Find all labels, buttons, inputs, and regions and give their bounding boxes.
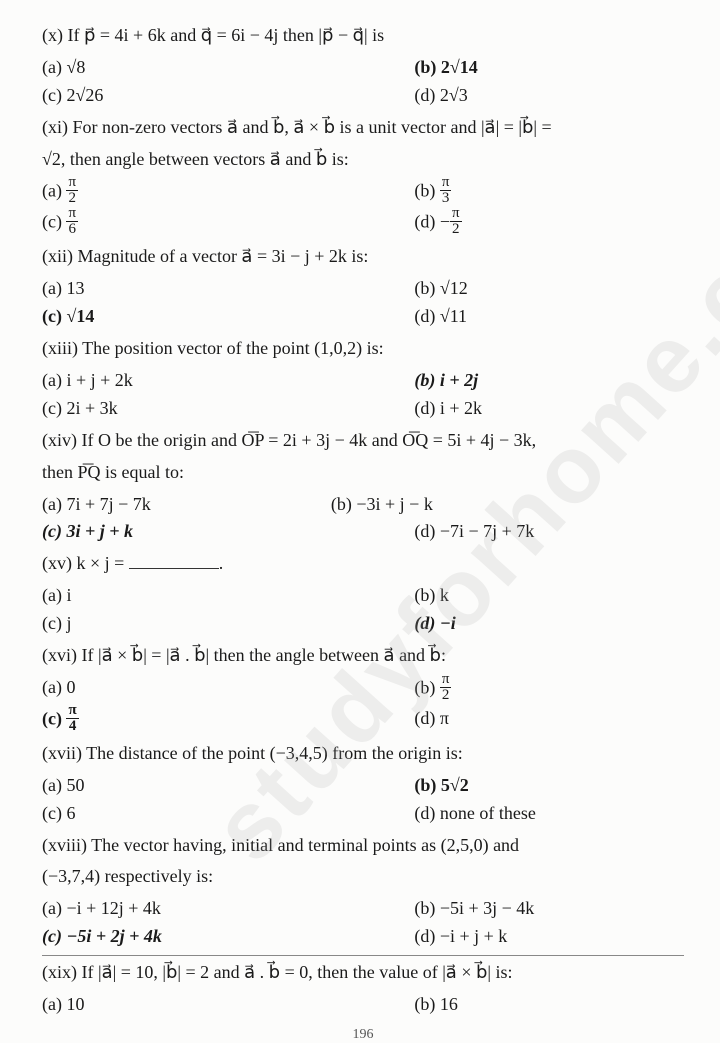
frac-icon: π4 [66, 703, 78, 734]
frac-icon: π3 [440, 175, 452, 206]
opt-xvii-a: (a) 50 [42, 772, 414, 800]
opt-xv-d: (d) −i [414, 610, 684, 638]
opt-x-c: (c) 2√26 [42, 82, 414, 110]
opt-xi-b: (b) π3 [414, 177, 684, 208]
opt-xvii-b: (b) 5√2 [414, 772, 684, 800]
options-x: (a) √8 (b) 2√14 (c) 2√26 (d) 2√3 [42, 54, 684, 110]
question-xiv-l2: then P͞Q is equal to: [42, 459, 684, 487]
options-xv: (a) i (b) k (c) j (d) −i [42, 582, 684, 638]
stem-post: . [219, 553, 224, 573]
question-xiv-l1: (xiv) If O be the origin and O͞P = 2i + … [42, 427, 684, 455]
opt-xviii-a: (a) −i + 12j + 4k [42, 895, 414, 923]
question-xii: (xii) Magnitude of a vector a⃗ = 3i − j … [42, 243, 684, 271]
question-xvi: (xvi) If |a⃗ × b⃗| = |a⃗ . b⃗| then the … [42, 642, 684, 670]
opt-label: (a) [42, 181, 66, 201]
question-xv: (xv) k × j = . [42, 550, 684, 578]
divider-line [42, 955, 684, 956]
opt-x-b: (b) 2√14 [414, 54, 684, 82]
opt-x-d: (d) 2√3 [414, 82, 684, 110]
options-xi: (a) π2 (b) π3 (c) π6 (d) −π2 [42, 177, 684, 239]
question-xiii: (xiii) The position vector of the point … [42, 335, 684, 363]
frac-icon: π6 [66, 206, 78, 237]
frac-icon: π2 [66, 175, 78, 206]
page-number: 196 [42, 1027, 684, 1043]
question-xix: (xix) If |a⃗| = 10, |b⃗| = 2 and a⃗ . b⃗… [42, 959, 684, 987]
opt-xvi-a: (a) 0 [42, 674, 414, 705]
frac-icon: π2 [450, 206, 462, 237]
opt-xviii-d: (d) −i + j + k [414, 923, 684, 951]
stem-pre: (xv) k × j = [42, 553, 129, 573]
opt-xii-b: (b) √12 [414, 275, 684, 303]
opt-xv-b: (b) k [414, 582, 684, 610]
question-xviii-l2: (−3,7,4) respectively is: [42, 863, 684, 891]
question-x: (x) If p⃗ = 4i + 6k and q⃗ = 6i − 4j the… [42, 22, 684, 50]
opt-xix-a: (a) 10 [42, 991, 414, 1019]
opt-xi-a: (a) π2 [42, 177, 414, 208]
options-xix: (a) 10 (b) 16 [42, 991, 684, 1019]
options-xvi: (a) 0 (b) π2 (c) π4 (d) π [42, 674, 684, 736]
opt-label: (d) − [414, 212, 450, 232]
opt-xiii-b: (b) i + 2j [414, 367, 684, 395]
opt-xiii-d: (d) i + 2k [414, 395, 684, 423]
opt-xvii-d: (d) none of these [414, 800, 684, 828]
opt-xix-b: (b) 16 [414, 991, 684, 1019]
opt-xi-d: (d) −π2 [414, 208, 684, 239]
options-xviii: (a) −i + 12j + 4k (b) −5i + 3j − 4k (c) … [42, 895, 684, 951]
opt-xiv-c: (c) 3i + j + k [42, 518, 414, 546]
opt-xiv-a: (a) 7i + 7j − 7k [42, 491, 331, 519]
opt-xiii-c: (c) 2i + 3k [42, 395, 414, 423]
opt-xv-c: (c) j [42, 610, 414, 638]
opt-xviii-c: (c) −5i + 2j + 4k [42, 923, 414, 951]
opt-xii-c: (c) √14 [42, 303, 414, 331]
opt-xvi-c: (c) π4 [42, 705, 414, 736]
options-xiv: (a) 7i + 7j − 7k (b) −3i + j − k (c) 3i … [42, 491, 684, 547]
opt-xv-a: (a) i [42, 582, 414, 610]
question-xi-l2: √2, then angle between vectors a⃗ and b⃗… [42, 146, 684, 174]
frac-icon: π2 [440, 672, 452, 703]
blank-line [129, 568, 219, 569]
opt-xvii-c: (c) 6 [42, 800, 414, 828]
opt-label: (b) [414, 181, 440, 201]
opt-x-a: (a) √8 [42, 54, 414, 82]
question-xvii: (xvii) The distance of the point (−3,4,5… [42, 740, 684, 768]
question-xviii-l1: (xviii) The vector having, initial and t… [42, 832, 684, 860]
opt-xiv-d: (d) −7i − 7j + 7k [414, 518, 684, 546]
opt-xvi-d: (d) π [414, 705, 684, 736]
options-xiii: (a) i + j + 2k (b) i + 2j (c) 2i + 3k (d… [42, 367, 684, 423]
question-xi-l1: (xi) For non-zero vectors a⃗ and b⃗, a⃗ … [42, 114, 684, 142]
opt-xiv-b: (b) −3i + j − k [331, 491, 684, 519]
opt-label: (c) [42, 709, 66, 729]
opt-xii-d: (d) √11 [414, 303, 684, 331]
opt-xi-c: (c) π6 [42, 208, 414, 239]
opt-xii-a: (a) 13 [42, 275, 414, 303]
opt-label: (b) [414, 678, 440, 698]
options-xvii: (a) 50 (b) 5√2 (c) 6 (d) none of these [42, 772, 684, 828]
opt-xviii-b: (b) −5i + 3j − 4k [414, 895, 684, 923]
opt-label: (c) [42, 212, 66, 232]
opt-xvi-b: (b) π2 [414, 674, 684, 705]
opt-xiii-a: (a) i + j + 2k [42, 367, 414, 395]
options-xii: (a) 13 (b) √12 (c) √14 (d) √11 [42, 275, 684, 331]
